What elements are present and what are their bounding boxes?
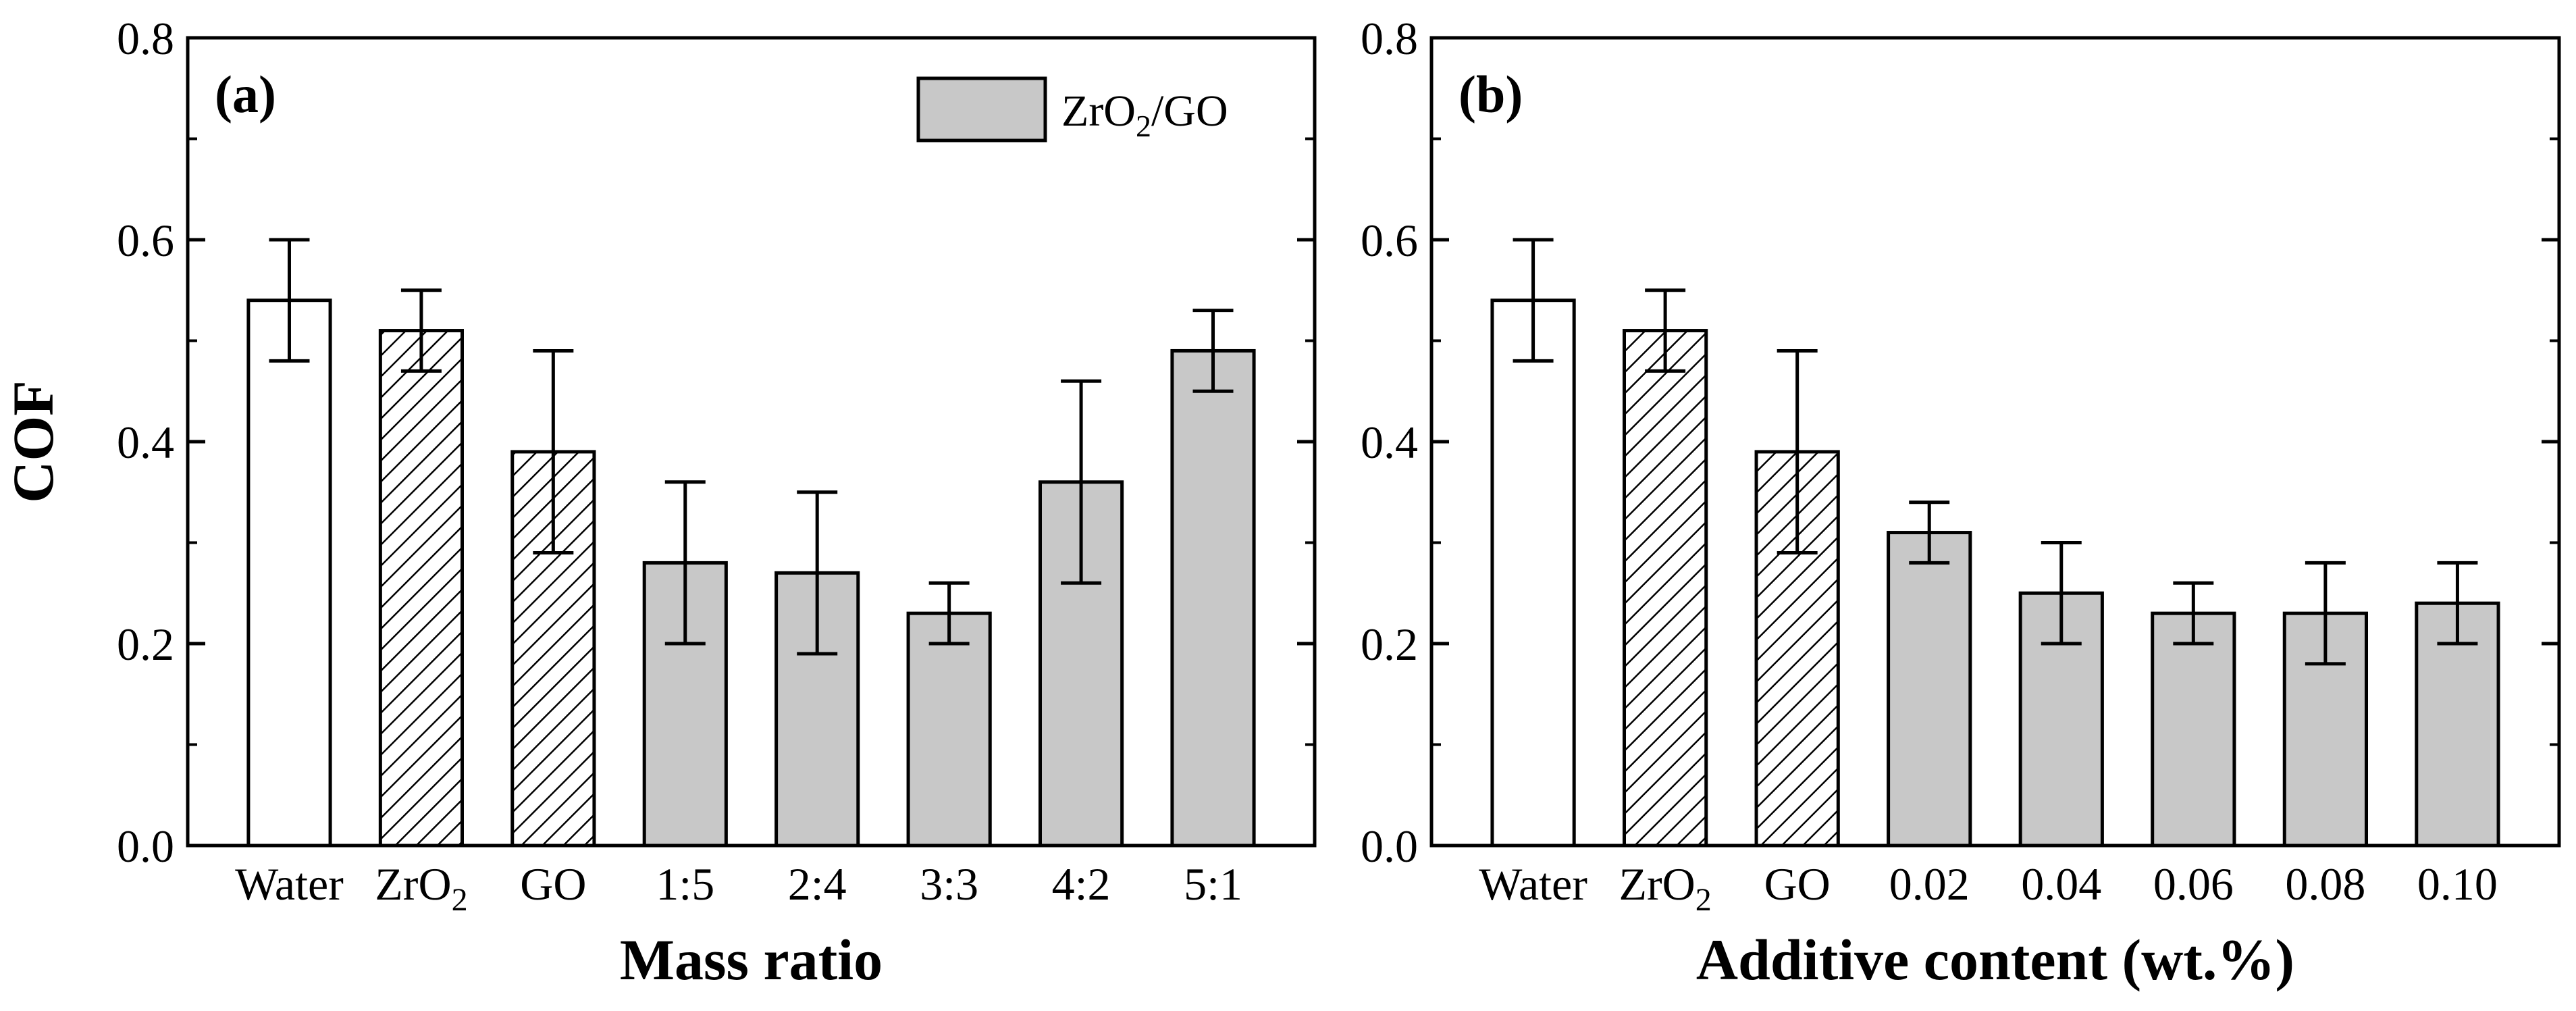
x-tick-label-main: GO [520,858,586,910]
error-bar [2437,561,2478,646]
error-bar [797,490,838,656]
error-bar [1192,309,1234,393]
x-tick-label-sub: 2 [452,882,468,918]
y-tick-label: 0.6 [117,215,174,266]
legend-swatch [916,76,1047,142]
bar [246,299,332,848]
panel-label: (a) [215,65,276,124]
x-tick-label-main: 2:4 [788,858,847,910]
bar [2151,611,2236,848]
x-tick-label: GO [1764,858,1831,910]
error-bar [533,348,574,554]
x-tick-label-main: 0.02 [1889,858,1970,910]
panel-label: (b) [1458,65,1523,124]
x-tick-label-main: 3:3 [920,858,978,910]
legend-label-main: ZrO [1061,86,1136,136]
x-tick-label-main: 4:2 [1052,858,1111,910]
legend-label-rest: /GO [1151,86,1228,136]
x-tick-label-main: ZrO [375,858,451,910]
error-bar [928,581,970,646]
x-tick-label: 0.02 [1889,858,1970,910]
plot-frame [186,36,1317,848]
error-bar [1061,379,1102,585]
error-bar [1909,500,1950,565]
x-tick-label: Water [235,858,344,910]
x-tick-label-main: 0.06 [2153,858,2234,910]
bar [906,611,992,848]
y-tick-label: 0.8 [1361,13,1418,64]
error-bar [1777,348,1818,554]
x-tick-label-main: ZrO [1619,858,1695,910]
y-tick-label: 0.4 [117,417,174,468]
y-tick-label: 0.0 [1361,821,1418,872]
panel-b: 0.0 0.2 0.4 0.6 0.8 Water ZrO2 GO 0.02 0.04 0.06 0.… [1361,13,2561,992]
x-tick-label: 5:1 [1184,858,1242,910]
x-tick-label: 2:4 [788,858,847,910]
x-tick-label: 3:3 [920,858,978,910]
x-tick-label-sub: 2 [1696,882,1712,918]
y-tick-label: 0.8 [117,13,174,64]
x-tick-label: ZrO2 [1619,858,1711,918]
error-bar [2305,561,2346,666]
x-tick-label: 0.04 [2021,858,2101,910]
x-tick-label: ZrO2 [375,858,467,918]
x-tick-label-main: 0.04 [2021,858,2101,910]
error-bar [2173,581,2214,646]
x-tick-label-main: Water [235,858,344,910]
x-tick-label: 0.10 [2417,858,2498,910]
x-axis-title: Mass ratio [620,927,883,992]
error-bar [1513,238,1554,363]
error-bar [2041,541,2082,646]
x-tick-label: 4:2 [1052,858,1111,910]
error-bar [664,480,706,646]
y-tick-label: 0.0 [117,821,174,872]
legend: ZrO2/GO [916,76,1228,143]
x-tick-label: GO [520,858,586,910]
y-tick-label: 0.4 [1361,417,1418,468]
x-tick-label: Water [1479,858,1587,910]
bar [378,329,465,848]
bar [1038,480,1124,848]
y-tick-label: 0.6 [1361,215,1418,266]
error-bar [269,238,310,363]
x-tick-label: 1:5 [656,858,714,910]
bar [1170,348,1256,848]
legend-label: ZrO2/GO [1061,86,1228,143]
error-bar [400,288,442,373]
x-tick-label-main: 0.08 [2285,858,2365,910]
y-axis-title: COF [1,380,65,503]
x-axis-title: Additive content (wt.%) [1696,927,2294,992]
x-tick-label-main: Water [1479,858,1587,910]
error-bar [1645,288,1686,373]
x-tick-label: 0.08 [2285,858,2365,910]
x-tick-label: 0.06 [2153,858,2234,910]
x-tick-label-main: 0.10 [2417,858,2498,910]
bar [1490,299,1576,848]
y-tick-label: 0.2 [117,619,174,670]
plot-frame [1429,36,2561,848]
bar [1887,531,1972,848]
x-tick-label-main: 5:1 [1184,858,1242,910]
y-tick-label: 0.2 [1361,619,1418,670]
bar [1623,329,1708,848]
x-tick-label-main: GO [1764,858,1831,910]
legend-label-sub: 2 [1136,109,1151,143]
x-tick-label-main: 1:5 [656,858,714,910]
